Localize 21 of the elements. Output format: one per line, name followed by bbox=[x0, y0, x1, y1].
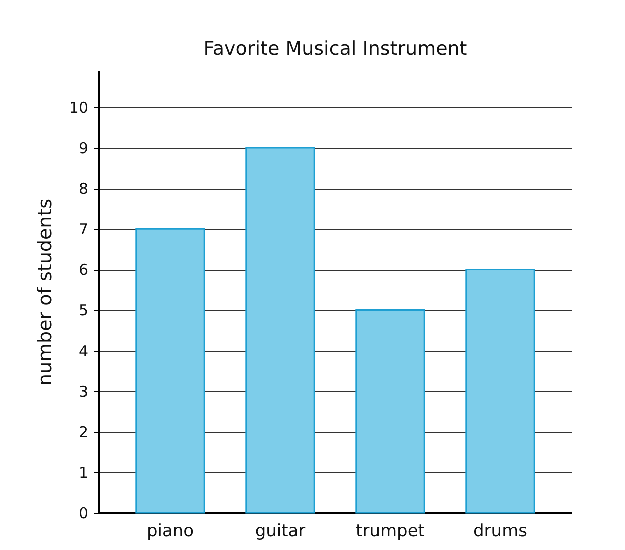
y-tick-label: 1 bbox=[78, 464, 88, 482]
bar bbox=[246, 147, 316, 514]
y-tick-label: 9 bbox=[78, 140, 88, 158]
y-tick-label: 10 bbox=[69, 98, 88, 117]
y-tick-label: 4 bbox=[78, 342, 88, 360]
y-tick-label: 8 bbox=[78, 180, 88, 198]
bar bbox=[136, 228, 206, 514]
bar bbox=[466, 268, 536, 514]
y-tick-label: 0 bbox=[78, 504, 88, 522]
x-tick-label: guitar bbox=[255, 522, 306, 542]
y-axis-title: number of students bbox=[34, 198, 56, 386]
y-tick-label: 3 bbox=[78, 382, 88, 401]
y-tick-label: 6 bbox=[78, 261, 88, 280]
chart-title: Favorite Musical Instrument bbox=[204, 38, 468, 60]
y-tick-label: 5 bbox=[78, 302, 88, 320]
x-tick-label: drums bbox=[474, 522, 528, 542]
bar bbox=[356, 310, 426, 514]
y-tick-label: 2 bbox=[78, 423, 88, 442]
x-tick-label: trumpet bbox=[356, 522, 426, 542]
y-tick-label: 7 bbox=[78, 220, 88, 239]
x-tick-label: piano bbox=[146, 522, 194, 542]
